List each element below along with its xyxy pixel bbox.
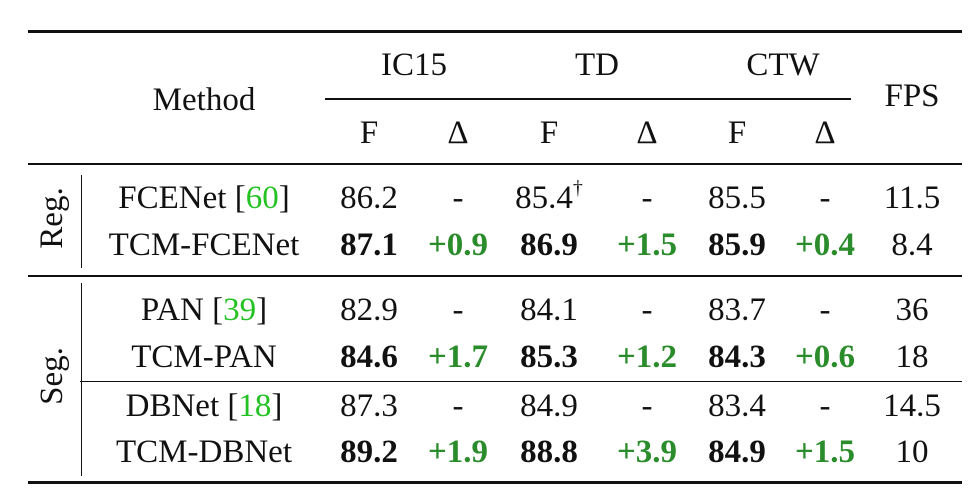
dbnet-rule bbox=[80, 381, 962, 382]
ic15-delta-header: Δ bbox=[447, 115, 469, 151]
ctw-delta-header: Δ bbox=[814, 115, 836, 151]
ic15-delta-cell: - bbox=[452, 180, 464, 216]
reg-vertical-line bbox=[81, 175, 82, 268]
dataset-cmidrule bbox=[325, 98, 851, 100]
ctw-f-cell: 84.3 bbox=[708, 339, 766, 375]
citation-link[interactable]: 60 bbox=[245, 180, 279, 216]
header-rule bbox=[28, 163, 962, 165]
td-delta-cell: +1.5 bbox=[616, 227, 678, 263]
method-cell: TCM-DBNet bbox=[116, 434, 292, 470]
fps-cell: 8.4 bbox=[891, 227, 933, 263]
fps-header: FPS bbox=[884, 78, 940, 114]
method-cell: TCM-FCENet bbox=[108, 227, 300, 263]
ic15-f-header: F bbox=[359, 115, 379, 151]
citation-link[interactable]: 39 bbox=[223, 292, 257, 328]
citation-link[interactable]: 18 bbox=[238, 388, 272, 424]
method-cell: FCENet [60] bbox=[118, 180, 290, 216]
ic15-delta-cell: +0.9 bbox=[427, 227, 489, 263]
ic15-f-cell: 82.9 bbox=[340, 292, 398, 328]
method-cell: PAN [39] bbox=[140, 292, 268, 328]
td-f-cell: 84.1 bbox=[520, 292, 578, 328]
ic15-f-cell: 87.3 bbox=[340, 388, 398, 424]
ctw-delta-cell: +0.4 bbox=[794, 227, 856, 263]
method-cell: DBNet [18] bbox=[125, 388, 283, 424]
ctw-delta-cell: - bbox=[819, 292, 831, 328]
seg-vertical-line bbox=[81, 283, 82, 476]
ic15-f-cell: 89.2 bbox=[340, 434, 398, 470]
method-cell: TCM-PAN bbox=[131, 339, 277, 375]
ic15-f-cell: 84.6 bbox=[340, 339, 398, 375]
group-rule bbox=[28, 275, 962, 277]
ic15-delta-cell: +1.7 bbox=[427, 339, 489, 375]
td-f-cell: 86.9 bbox=[520, 227, 578, 263]
td-delta-cell: +3.9 bbox=[616, 434, 678, 470]
fps-cell: 36 bbox=[895, 292, 929, 328]
td-f-cell: 84.9 bbox=[520, 388, 578, 424]
ic15-delta-cell: +1.9 bbox=[427, 434, 489, 470]
ic15-f-cell: 86.2 bbox=[340, 180, 398, 216]
td-delta-cell: - bbox=[641, 180, 653, 216]
fps-cell: 10 bbox=[895, 434, 929, 470]
ic15-delta-cell: - bbox=[452, 388, 464, 424]
ctw-delta-cell: +0.6 bbox=[794, 339, 856, 375]
bottom-rule bbox=[28, 481, 962, 484]
ctw-f-header: F bbox=[727, 115, 747, 151]
fps-cell: 11.5 bbox=[883, 180, 941, 216]
fps-cell: 18 bbox=[895, 339, 929, 375]
ic15-f-cell: 87.1 bbox=[340, 227, 398, 263]
td-header: TD bbox=[575, 47, 619, 83]
td-f-cell: 85.3 bbox=[520, 339, 578, 375]
td-delta-cell: +1.2 bbox=[616, 339, 678, 375]
ctw-f-cell: 85.5 bbox=[708, 180, 766, 216]
top-rule bbox=[28, 30, 962, 33]
ctw-f-cell: 83.7 bbox=[708, 292, 766, 328]
fps-cell: 14.5 bbox=[883, 388, 941, 424]
td-f-cell: 88.8 bbox=[520, 434, 578, 470]
method-header: Method bbox=[152, 82, 256, 118]
reg-group-label: Reg. bbox=[34, 187, 70, 249]
ctw-header: CTW bbox=[746, 47, 820, 83]
ctw-delta-cell: - bbox=[819, 180, 831, 216]
ic15-delta-cell: - bbox=[452, 292, 464, 328]
td-f-cell: 85.4† bbox=[515, 177, 583, 216]
ctw-delta-cell: - bbox=[819, 388, 831, 424]
dagger-mark: † bbox=[572, 177, 583, 199]
ctw-f-cell: 84.9 bbox=[708, 434, 766, 470]
ic15-header: IC15 bbox=[381, 47, 447, 83]
td-f-header: F bbox=[539, 115, 559, 151]
ctw-f-cell: 83.4 bbox=[708, 388, 766, 424]
td-delta-header: Δ bbox=[636, 115, 658, 151]
seg-group-label: Seg. bbox=[34, 347, 70, 405]
ctw-f-cell: 85.9 bbox=[708, 227, 766, 263]
td-delta-cell: - bbox=[641, 388, 653, 424]
td-delta-cell: - bbox=[641, 292, 653, 328]
ctw-delta-cell: +1.5 bbox=[794, 434, 856, 470]
